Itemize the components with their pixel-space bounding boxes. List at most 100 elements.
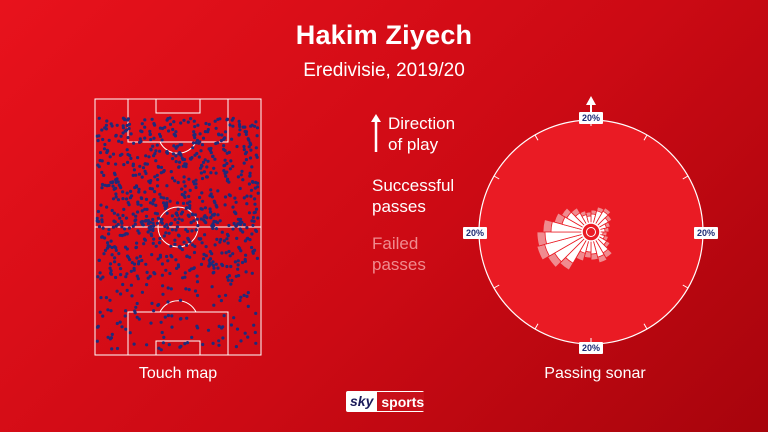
touch-dot <box>160 217 164 222</box>
touch-dot <box>182 180 186 184</box>
touch-dot <box>250 245 254 250</box>
touch-dot <box>149 232 153 236</box>
touch-dot <box>254 311 258 315</box>
touch-dot <box>168 122 173 126</box>
touch-dot <box>129 132 133 136</box>
touch-dot <box>200 207 204 211</box>
touch-dot <box>183 162 187 166</box>
touch-dot <box>104 296 108 300</box>
touch-dot <box>148 129 152 133</box>
touch-dot <box>176 233 181 237</box>
touch-dot <box>219 237 223 242</box>
touch-dot <box>217 339 221 343</box>
touch-dot <box>220 326 224 330</box>
touch-dot <box>238 186 242 191</box>
touch-dot <box>118 233 122 237</box>
touch-dot <box>140 222 144 226</box>
touch-dot <box>173 218 177 222</box>
touch-dot <box>138 164 142 168</box>
touch-dot <box>230 118 234 122</box>
touch-dot <box>180 218 184 222</box>
touch-dot <box>118 216 122 220</box>
touch-dot <box>214 126 218 130</box>
touch-dot <box>209 215 213 219</box>
touch-dot <box>243 239 247 243</box>
touch-dot <box>115 321 119 326</box>
touch-dot <box>231 205 235 209</box>
touch-dot <box>108 244 112 248</box>
touch-dot <box>177 245 181 249</box>
touch-dot <box>156 216 160 220</box>
touch-dot <box>199 171 203 175</box>
touch-dot <box>177 165 181 169</box>
touch-dot <box>189 220 193 224</box>
touch-dots <box>95 116 260 352</box>
touch-dot <box>240 169 244 173</box>
touch-dot <box>171 152 175 156</box>
touch-dot <box>244 158 248 162</box>
touch-dot <box>101 226 105 230</box>
touch-dot <box>110 347 114 351</box>
touch-dot <box>102 173 106 177</box>
touch-dot <box>135 256 139 260</box>
touch-dot <box>154 244 158 248</box>
touch-dot <box>195 280 200 284</box>
touch-dot <box>187 177 191 181</box>
touch-dot <box>196 123 200 127</box>
touch-dot <box>130 294 134 298</box>
touch-dot <box>126 118 130 122</box>
touch-dot <box>136 229 140 233</box>
touch-dot <box>135 301 139 306</box>
touch-dot <box>242 293 246 297</box>
touch-dot <box>207 264 211 268</box>
touch-dot <box>106 241 110 245</box>
touch-dot <box>126 160 130 164</box>
sonar-tick <box>643 134 648 141</box>
touch-dot <box>211 226 215 230</box>
touch-dot <box>161 284 165 288</box>
touch-dot <box>117 252 121 256</box>
touch-dot <box>225 151 229 155</box>
touch-dot <box>248 141 252 145</box>
touch-dot <box>201 342 205 347</box>
touch-dot <box>119 273 123 277</box>
touch-dot <box>249 194 253 198</box>
touch-dot <box>134 214 138 218</box>
touch-dot <box>239 228 243 232</box>
touch-dot <box>151 217 155 222</box>
touch-dot <box>194 182 198 186</box>
touch-dot <box>135 315 139 319</box>
touch-dot <box>217 294 221 298</box>
touch-dot <box>118 153 122 157</box>
touch-dot <box>115 346 120 351</box>
touch-dot <box>136 277 140 281</box>
touch-dot <box>126 136 130 140</box>
touch-dot <box>153 175 157 179</box>
touch-dot <box>137 187 141 191</box>
touch-dot <box>216 189 220 193</box>
touch-dot <box>235 236 239 240</box>
touch-dot <box>110 253 114 257</box>
touch-dot <box>224 251 228 255</box>
touch-dot <box>135 185 139 189</box>
touch-dot <box>127 122 132 126</box>
touch-dot <box>190 335 194 339</box>
touch-dot <box>115 289 119 293</box>
touch-dot <box>228 123 232 127</box>
touch-dot <box>202 170 206 174</box>
touch-dot <box>129 156 133 160</box>
failed-label-line2: passes <box>372 255 426 274</box>
touch-dot <box>245 294 249 298</box>
touch-dot <box>237 119 241 123</box>
touch-dot <box>186 236 190 240</box>
touch-dot <box>143 207 147 211</box>
touch-dot <box>250 180 255 184</box>
touch-dot <box>174 154 178 158</box>
touch-dot <box>217 132 221 136</box>
touch-dot <box>224 174 228 178</box>
touch-dot <box>251 215 255 220</box>
touch-dot <box>158 126 162 130</box>
touch-dot <box>109 122 113 126</box>
touch-dot <box>183 342 187 346</box>
touch-dot <box>132 141 136 145</box>
